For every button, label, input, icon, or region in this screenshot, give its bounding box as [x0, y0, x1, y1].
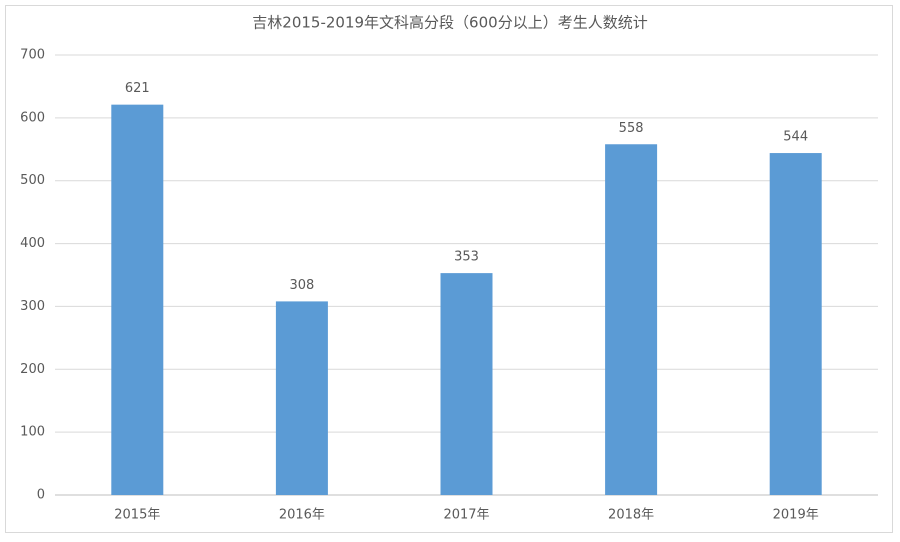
y-tick-label: 100 — [20, 425, 45, 440]
x-tick-label: 2019年 — [773, 508, 819, 523]
data-label: 353 — [454, 250, 479, 265]
x-tick-label: 2017年 — [443, 508, 489, 523]
y-tick-label: 0 — [37, 488, 45, 503]
bar — [275, 301, 328, 495]
x-tick-label: 2018年 — [608, 508, 654, 523]
bar — [440, 273, 493, 495]
bar — [111, 104, 164, 496]
data-label: 558 — [619, 121, 644, 136]
bar — [605, 144, 658, 495]
x-tick-label: 2015年 — [114, 508, 160, 523]
y-tick-label: 500 — [20, 173, 45, 188]
y-tick-label: 200 — [20, 362, 45, 377]
bar — [769, 153, 822, 496]
y-tick-label: 600 — [20, 110, 45, 125]
data-label: 621 — [125, 81, 150, 96]
data-label: 544 — [783, 130, 808, 145]
y-tick-label: 300 — [20, 299, 45, 314]
x-tick-label: 2016年 — [279, 508, 325, 523]
y-tick-label: 400 — [20, 236, 45, 251]
chart-title: 吉林2015-2019年文科高分段（600分以上）考生人数统计 — [252, 14, 647, 32]
y-tick-label: 700 — [20, 48, 45, 63]
data-label: 308 — [289, 278, 314, 293]
